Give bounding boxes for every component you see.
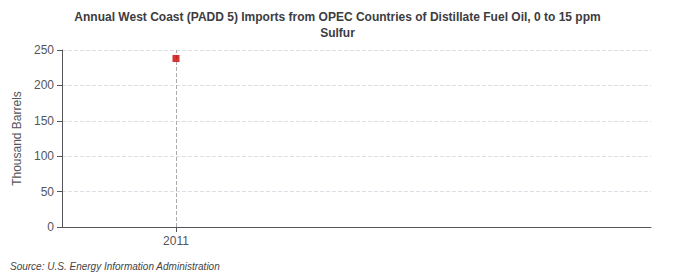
svg-text:100: 100 xyxy=(34,149,54,163)
svg-text:150: 150 xyxy=(34,114,54,128)
svg-text:0: 0 xyxy=(47,220,54,234)
svg-text:2011: 2011 xyxy=(163,234,189,248)
svg-text:Source: U.S. Energy Informatio: Source: U.S. Energy Information Administ… xyxy=(10,261,220,272)
svg-text:Annual West Coast (PADD 5) Imp: Annual West Coast (PADD 5) Imports from … xyxy=(74,10,600,24)
svg-text:Thousand Barrels: Thousand Barrels xyxy=(10,91,24,186)
svg-text:250: 250 xyxy=(34,43,54,57)
svg-text:Sulfur: Sulfur xyxy=(320,26,355,40)
svg-text:50: 50 xyxy=(41,185,55,199)
svg-text:200: 200 xyxy=(34,78,54,92)
